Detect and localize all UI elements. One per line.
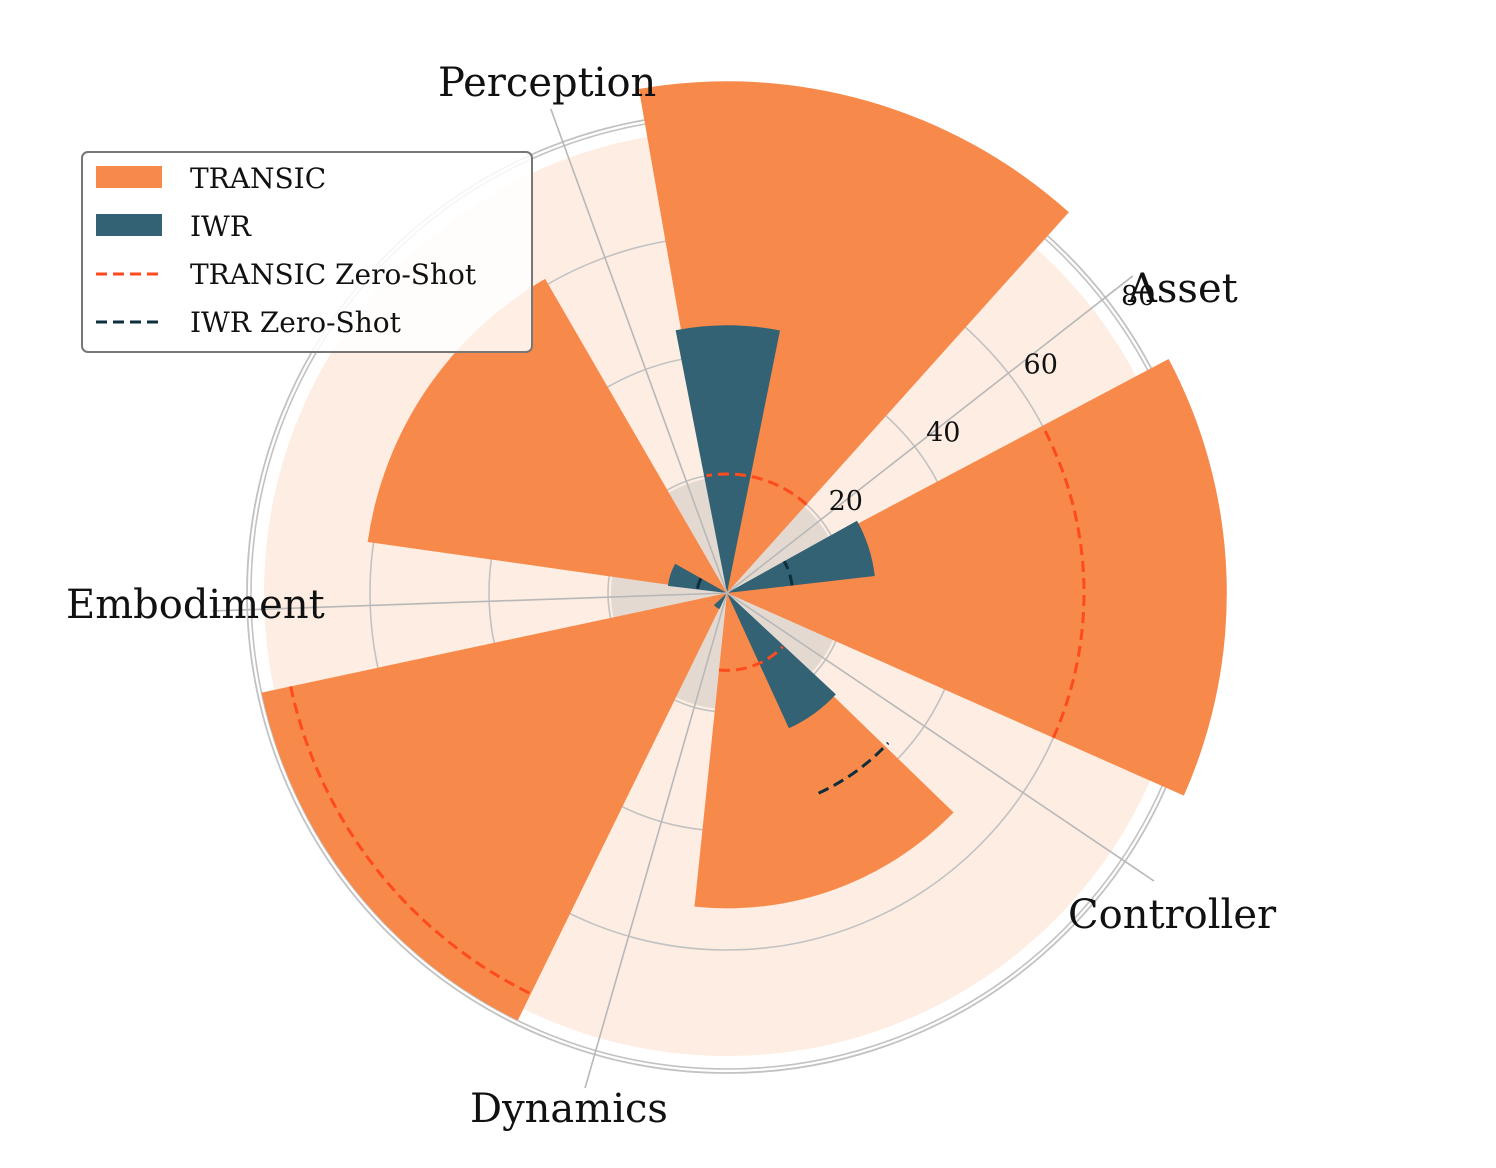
- category-spoke: [726, 592, 1155, 882]
- legend-swatch-iwr: [96, 214, 162, 236]
- legend-label-iwr: IWR: [190, 210, 252, 243]
- ticks-layer: 20 40 60 80: [829, 281, 1156, 517]
- radial-tick-label: 20: [829, 486, 863, 517]
- radial-tick-label: 40: [926, 418, 960, 449]
- category-label: Asset: [1127, 266, 1238, 312]
- bars-layer: [261, 81, 1227, 1021]
- iwr-bar: [727, 520, 875, 593]
- category-label: Controller: [1068, 892, 1277, 938]
- zero-shot-arcs-layer: [289, 425, 1086, 996]
- transic-zero-shot-arc: [718, 645, 784, 672]
- iwr-bar: [667, 563, 727, 593]
- iwr-bar: [727, 593, 836, 729]
- category-label: Dynamics: [470, 1086, 668, 1132]
- legend-label-transic-zero-shot: TRANSIC Zero-Shot: [190, 258, 477, 291]
- legend-box: [81, 151, 533, 353]
- category-spoke: [550, 108, 728, 594]
- category-label: Perception: [438, 60, 656, 106]
- radial-tick-label: 60: [1024, 349, 1058, 380]
- radial-tick-label: 80: [1121, 281, 1155, 312]
- iwr-bar: [713, 593, 727, 610]
- iwr-zero-shot-arc: [695, 577, 703, 590]
- labels-layer: Asset Perception Embodiment Dynamics Control…: [66, 60, 1277, 1132]
- category-spoke: [726, 275, 1134, 594]
- iwr-bar: [675, 325, 780, 593]
- legend-label-iwr-zero-shot: IWR Zero-Shot: [190, 306, 402, 339]
- transic-zero-shot-arc: [706, 472, 808, 506]
- iwr-zero-shot-arc: [817, 741, 890, 795]
- category-spoke: [584, 592, 728, 1089]
- iwr-zero-shot-arc: [782, 560, 794, 586]
- transic-zero-shot-arc: [1041, 425, 1086, 739]
- transic-zero-shot-arc: [289, 686, 532, 996]
- spokes-layer: [212, 108, 1155, 1089]
- category-spoke: [212, 592, 728, 612]
- legend-label-transic: TRANSIC: [190, 162, 326, 195]
- legend: TRANSIC IWR TRANSIC Zero-Shot IWR Zero-S…: [81, 151, 533, 353]
- transic-bar: [727, 358, 1227, 796]
- transic-bar: [261, 593, 727, 1021]
- category-label: Embodiment: [66, 582, 325, 628]
- transic-bar: [694, 593, 954, 909]
- legend-swatch-transic: [96, 166, 162, 188]
- transic-bar: [367, 278, 727, 593]
